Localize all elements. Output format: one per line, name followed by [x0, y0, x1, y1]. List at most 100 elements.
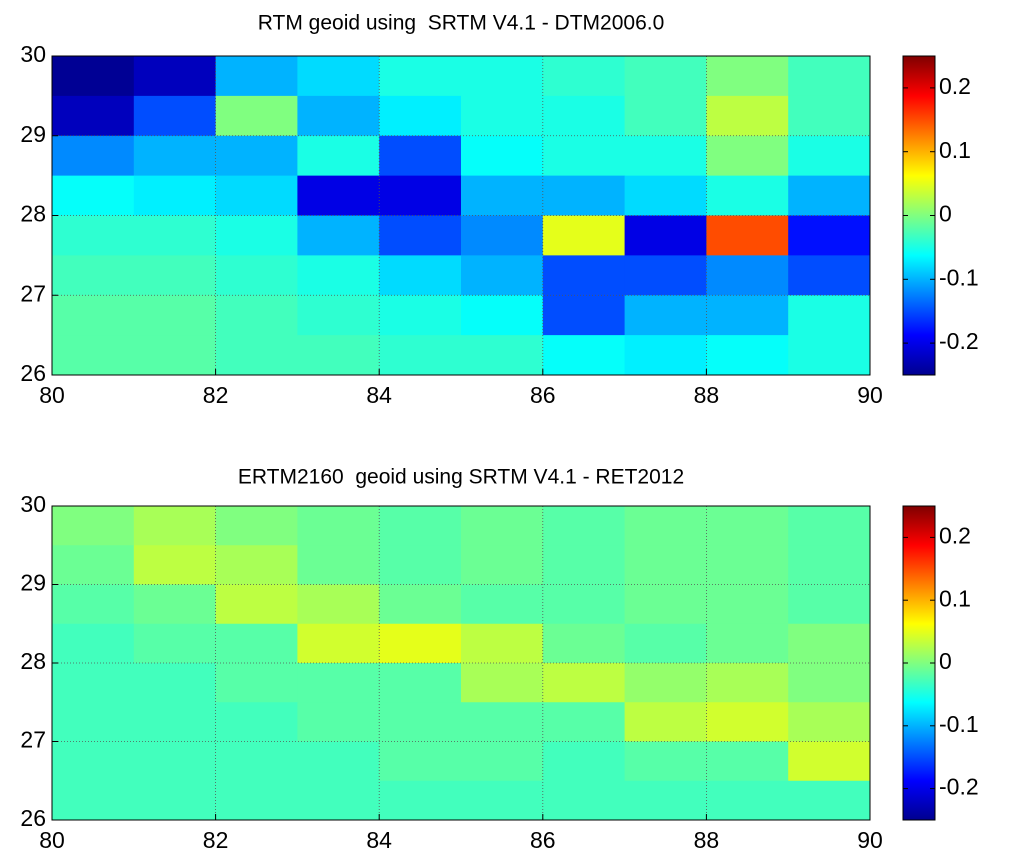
heat-cell — [624, 56, 707, 97]
heat-cell — [461, 215, 544, 256]
heat-cell — [215, 215, 298, 256]
heat-cell — [297, 135, 380, 177]
heat-cell — [52, 135, 135, 177]
heat-cell — [52, 175, 135, 216]
plot-frame — [51, 505, 871, 821]
heat-cell — [542, 741, 626, 782]
colorbar — [902, 55, 936, 376]
x-tick-label: 88 — [694, 827, 720, 853]
heat-cell — [52, 95, 135, 137]
heat-cell — [788, 506, 871, 546]
heat-cell — [461, 741, 544, 782]
chart-title: RTM geoid using SRTM V4.1 - DTM2006.0 — [258, 12, 665, 35]
heat-cell — [706, 255, 789, 296]
heat-cell — [706, 545, 789, 585]
chart-title: ERTM2160 geoid using SRTM V4.1 - RET2012 — [238, 466, 684, 489]
heat-cell — [297, 215, 380, 256]
heat-cell — [215, 56, 298, 97]
y-tick-label: 28 — [20, 201, 46, 227]
heat-cell — [215, 295, 298, 336]
heat-cell — [542, 175, 626, 216]
y-tick-label: 30 — [20, 41, 46, 67]
heat-cell — [706, 584, 789, 625]
heat-cell — [706, 135, 789, 177]
heat-cell — [297, 545, 380, 585]
heat-cell — [624, 255, 707, 296]
heat-cell — [297, 56, 380, 97]
heat-cell — [624, 335, 707, 376]
heat-cell — [542, 215, 626, 256]
heat-cell — [215, 780, 298, 821]
heat-cell — [624, 702, 707, 742]
heat-cell — [461, 663, 544, 703]
heat-cell — [297, 623, 380, 664]
heat-cell — [788, 623, 871, 664]
heat-cell — [624, 175, 707, 216]
heat-cell — [52, 623, 135, 664]
heat-cell — [52, 741, 135, 782]
plot-frame — [51, 55, 871, 376]
heat-cell — [542, 56, 626, 97]
heat-cell — [133, 663, 217, 703]
heat-cell — [542, 545, 626, 585]
heat-cell — [624, 663, 707, 703]
heat-cell — [461, 95, 544, 137]
colorbar-tick-label: 0 — [939, 648, 952, 674]
heat-cell — [215, 584, 298, 625]
heat-cell — [133, 135, 217, 177]
heat-cell — [379, 135, 462, 177]
heat-cell — [788, 780, 871, 821]
heat-cell — [624, 623, 707, 664]
heat-cell — [52, 295, 135, 336]
heat-cell — [52, 506, 135, 546]
heat-cell — [461, 295, 544, 336]
heat-cell — [297, 295, 380, 336]
heat-cell — [542, 135, 626, 177]
heat-cell — [788, 335, 871, 376]
heat-cell — [706, 215, 789, 256]
y-tick-label: 30 — [20, 491, 46, 517]
heat-cell — [706, 663, 789, 703]
heat-cell — [379, 255, 462, 296]
heat-cell — [706, 506, 789, 546]
colorbar-tick-label: -0.2 — [939, 328, 979, 354]
heat-cell — [788, 584, 871, 625]
heat-cell — [297, 702, 380, 742]
heat-cell — [788, 255, 871, 296]
heat-cell — [542, 584, 626, 625]
heat-cell — [379, 295, 462, 336]
heat-cell — [706, 780, 789, 821]
y-tick-label: 27 — [20, 280, 46, 306]
y-tick-label: 29 — [20, 570, 46, 596]
heat-cell — [52, 335, 135, 376]
heat-cell — [788, 295, 871, 336]
y-tick-label: 26 — [20, 805, 46, 831]
heat-cell — [379, 506, 462, 546]
heat-cell — [706, 295, 789, 336]
heat-cell — [215, 135, 298, 177]
heat-cell — [706, 623, 789, 664]
heat-cell — [52, 702, 135, 742]
heat-cell — [379, 623, 462, 664]
heat-cell — [133, 741, 217, 782]
heat-cell — [215, 663, 298, 703]
heat-cell — [133, 506, 217, 546]
heat-cell — [379, 584, 462, 625]
heat-cell — [379, 545, 462, 585]
heat-cell — [461, 780, 544, 821]
heat-cell — [788, 56, 871, 97]
heat-cell — [706, 95, 789, 137]
x-tick-label: 90 — [857, 827, 883, 853]
heat-cell — [542, 295, 626, 336]
heat-cell — [461, 702, 544, 742]
heat-cell — [706, 175, 789, 216]
y-tick-label: 27 — [20, 727, 46, 753]
heat-cell — [542, 623, 626, 664]
heat-cell — [706, 56, 789, 97]
colorbar — [902, 505, 936, 821]
heat-cell — [133, 780, 217, 821]
x-tick-label: 80 — [39, 382, 65, 408]
heat-cell — [133, 95, 217, 137]
heat-cell — [706, 741, 789, 782]
